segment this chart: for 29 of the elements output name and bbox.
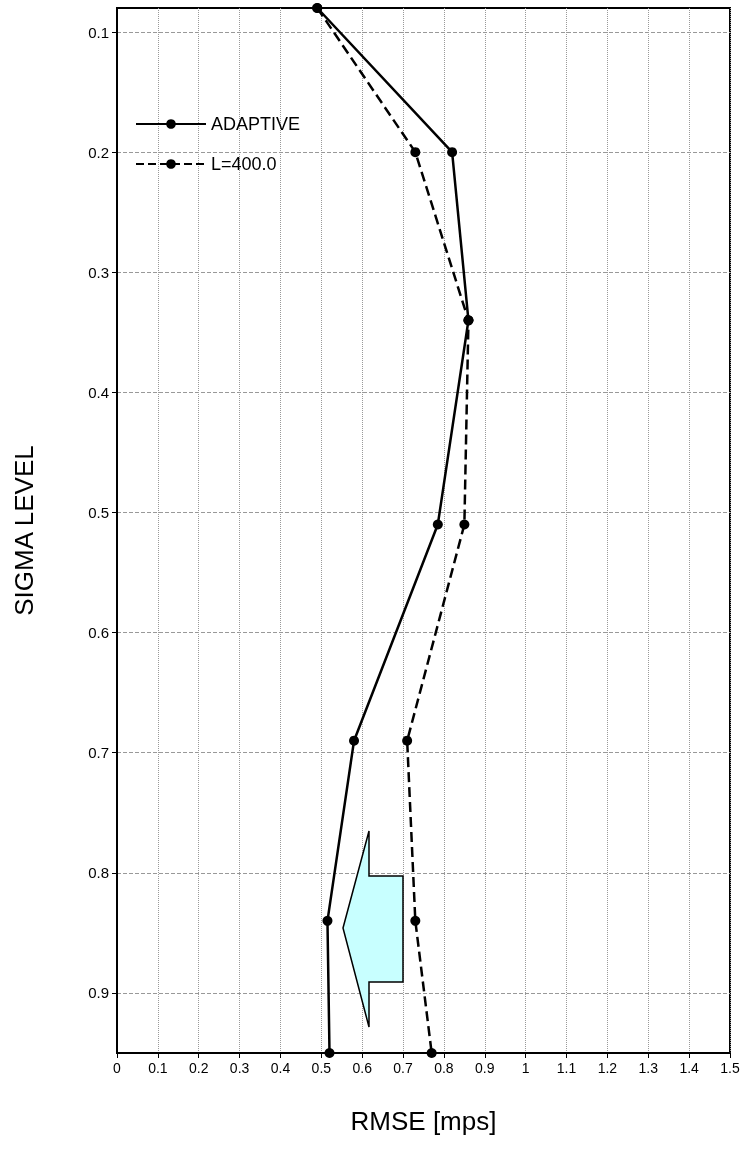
x-tick-label: 0	[113, 1060, 122, 1076]
x-tick-label: 0.4	[270, 1060, 291, 1076]
y-tick-label: 0.9	[88, 984, 109, 1002]
x-tick-label: 1.5	[720, 1060, 740, 1076]
y-tick-label: 0.5	[88, 503, 109, 521]
x-tick-label: 0.2	[189, 1060, 209, 1076]
x-tick-label: 1.4	[679, 1060, 700, 1076]
y-tick-label: 0.7	[88, 744, 109, 762]
x-tick-label: 1	[521, 1060, 530, 1076]
x-tick-label: 0.7	[393, 1060, 414, 1076]
y-axis-title: SIGMA LEVEL	[9, 445, 39, 616]
x-tick-label: 1.3	[638, 1060, 659, 1076]
x-tick-label: 0.5	[311, 1060, 332, 1076]
y-tick-label: 0.1	[88, 23, 109, 41]
y-tick-label: 0.4	[88, 383, 109, 401]
x-tick-label: 1.1	[556, 1060, 577, 1076]
y-tick-label: 0.2	[88, 143, 109, 161]
x-tick-label: 0.6	[352, 1060, 373, 1076]
x-tick-label: 1.2	[597, 1060, 618, 1076]
y-tick-label: 0.6	[88, 624, 109, 642]
x-axis-title: RMSE [mps]	[350, 1106, 497, 1136]
legend-label: L=400.0	[211, 154, 277, 174]
x-tick-label: 0.3	[229, 1060, 250, 1076]
x-tick-label: 0.8	[434, 1060, 454, 1076]
legend-label: ADAPTIVE	[211, 114, 301, 134]
x-tick-label: 0.1	[148, 1060, 168, 1076]
y-tick-label: 0.8	[88, 864, 109, 882]
x-tick-label: 0.9	[475, 1060, 495, 1076]
y-tick-label: 0.3	[88, 263, 109, 281]
